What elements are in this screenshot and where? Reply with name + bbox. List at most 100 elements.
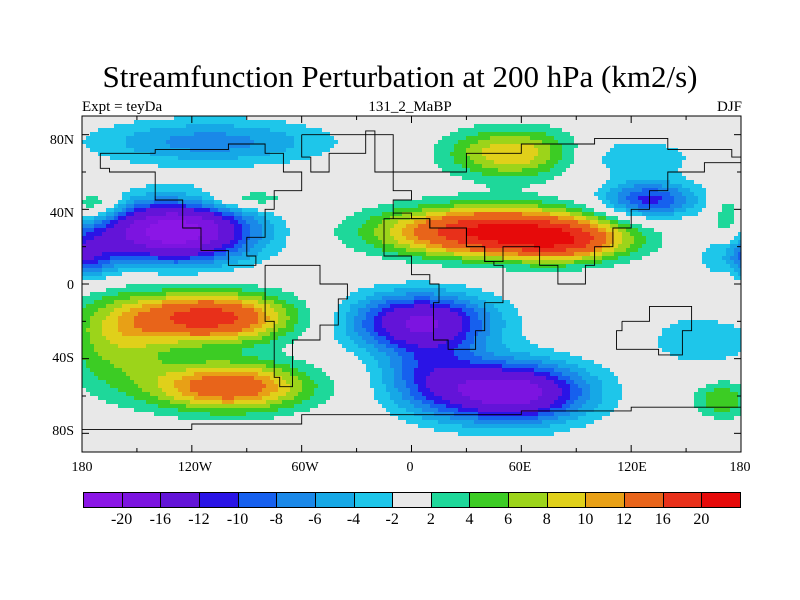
- field-cell: [262, 176, 267, 181]
- field-cell: [318, 212, 323, 217]
- field-cell: [226, 116, 231, 121]
- field-cell: [274, 232, 279, 237]
- field-cell: [486, 168, 491, 173]
- field-cell: [650, 148, 655, 153]
- field-cell: [222, 192, 227, 197]
- field-cell: [402, 140, 407, 145]
- field-cell: [426, 156, 431, 161]
- field-cell: [578, 180, 583, 185]
- field-cell: [254, 168, 259, 173]
- field-cell: [474, 176, 479, 181]
- field-cell: [294, 152, 299, 157]
- field-cell: [234, 192, 239, 197]
- field-cell: [346, 192, 351, 197]
- field-cell: [262, 196, 267, 201]
- field-cell: [282, 116, 287, 121]
- field-cell: [678, 164, 683, 169]
- field-cell: [466, 128, 471, 133]
- field-cell: [526, 152, 531, 157]
- field-cell: [606, 204, 611, 209]
- field-cell: [714, 156, 719, 161]
- field-cell: [530, 180, 535, 185]
- field-cell: [642, 144, 647, 149]
- field-cell: [122, 200, 127, 205]
- field-cell: [334, 224, 339, 229]
- field-cell: [242, 184, 247, 189]
- field-cell: [250, 168, 255, 173]
- field-cell: [370, 144, 375, 149]
- field-cell: [718, 228, 723, 233]
- field-cell: [110, 232, 115, 237]
- field-cell: [254, 188, 259, 193]
- field-cell: [170, 176, 175, 181]
- field-cell: [622, 212, 627, 217]
- field-cell: [578, 124, 583, 129]
- field-cell: [202, 220, 207, 225]
- field-cell: [110, 208, 115, 213]
- field-cell: [138, 220, 143, 225]
- field-cell: [410, 148, 415, 153]
- field-cell: [162, 148, 167, 153]
- field-cell: [234, 184, 239, 189]
- field-cell: [534, 224, 539, 229]
- field-cell: [370, 120, 375, 125]
- field-cell: [642, 168, 647, 173]
- field-cell: [530, 140, 535, 145]
- field-cell: [286, 212, 291, 217]
- field-cell: [674, 120, 679, 125]
- field-cell: [246, 220, 251, 225]
- field-cell: [110, 160, 115, 165]
- field-cell: [446, 212, 451, 217]
- field-cell: [138, 148, 143, 153]
- field-cell: [554, 128, 559, 133]
- field-cell: [206, 232, 211, 237]
- field-cell: [586, 184, 591, 189]
- field-cell: [606, 176, 611, 181]
- field-cell: [294, 176, 299, 181]
- field-cell: [466, 116, 471, 121]
- field-cell: [178, 140, 183, 145]
- field-cell: [326, 184, 331, 189]
- field-cell: [518, 132, 523, 137]
- field-cell: [170, 180, 175, 185]
- field-cell: [446, 216, 451, 221]
- field-cell: [554, 180, 559, 185]
- field-cell: [386, 136, 391, 141]
- field-cell: [314, 228, 319, 233]
- field-cell: [426, 172, 431, 177]
- field-cell: [330, 148, 335, 153]
- field-cell: [682, 116, 687, 121]
- field-cell: [378, 228, 383, 233]
- field-cell: [382, 140, 387, 145]
- field-cell: [370, 136, 375, 141]
- field-cell: [690, 180, 695, 185]
- field-cell: [490, 220, 495, 225]
- field-cell: [98, 212, 103, 217]
- field-cell: [490, 124, 495, 129]
- field-cell: [230, 156, 235, 161]
- field-cell: [278, 132, 283, 137]
- field-cell: [466, 140, 471, 145]
- field-cell: [250, 208, 255, 213]
- field-cell: [158, 172, 163, 177]
- field-cell: [82, 200, 87, 205]
- field-cell: [626, 224, 631, 229]
- field-cell: [258, 140, 263, 145]
- field-cell: [530, 176, 535, 181]
- field-cell: [638, 180, 643, 185]
- field-cell: [490, 208, 495, 213]
- field-cell: [510, 164, 515, 169]
- field-cell: [654, 212, 659, 217]
- field-cell: [606, 168, 611, 173]
- field-cell: [158, 148, 163, 153]
- field-cell: [578, 200, 583, 205]
- field-cell: [646, 140, 651, 145]
- field-cell: [198, 212, 203, 217]
- field-cell: [622, 176, 627, 181]
- field-cell: [134, 136, 139, 141]
- field-cell: [690, 168, 695, 173]
- field-cell: [522, 140, 527, 145]
- field-cell: [90, 192, 95, 197]
- field-cell: [410, 168, 415, 173]
- field-cell: [318, 204, 323, 209]
